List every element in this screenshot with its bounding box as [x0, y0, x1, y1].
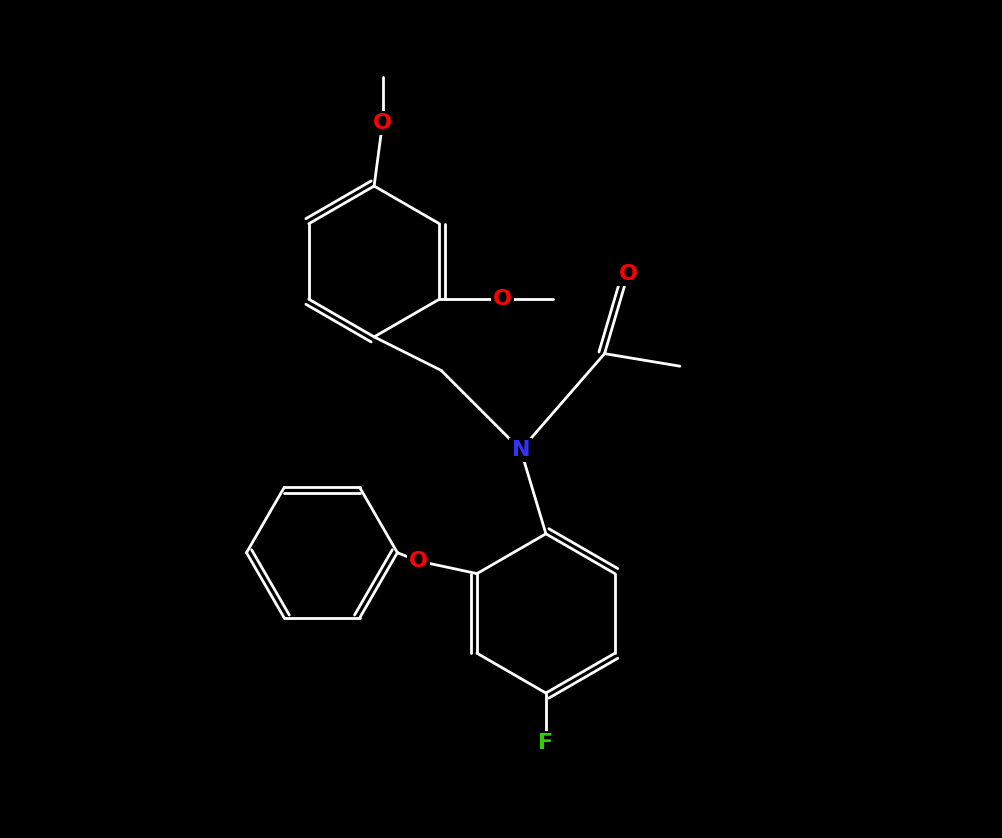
Text: O: O [618, 264, 637, 284]
Text: O: O [492, 289, 511, 309]
Text: F: F [538, 733, 553, 753]
Text: O: O [373, 113, 392, 133]
Text: N: N [511, 440, 529, 460]
Text: O: O [409, 551, 428, 571]
